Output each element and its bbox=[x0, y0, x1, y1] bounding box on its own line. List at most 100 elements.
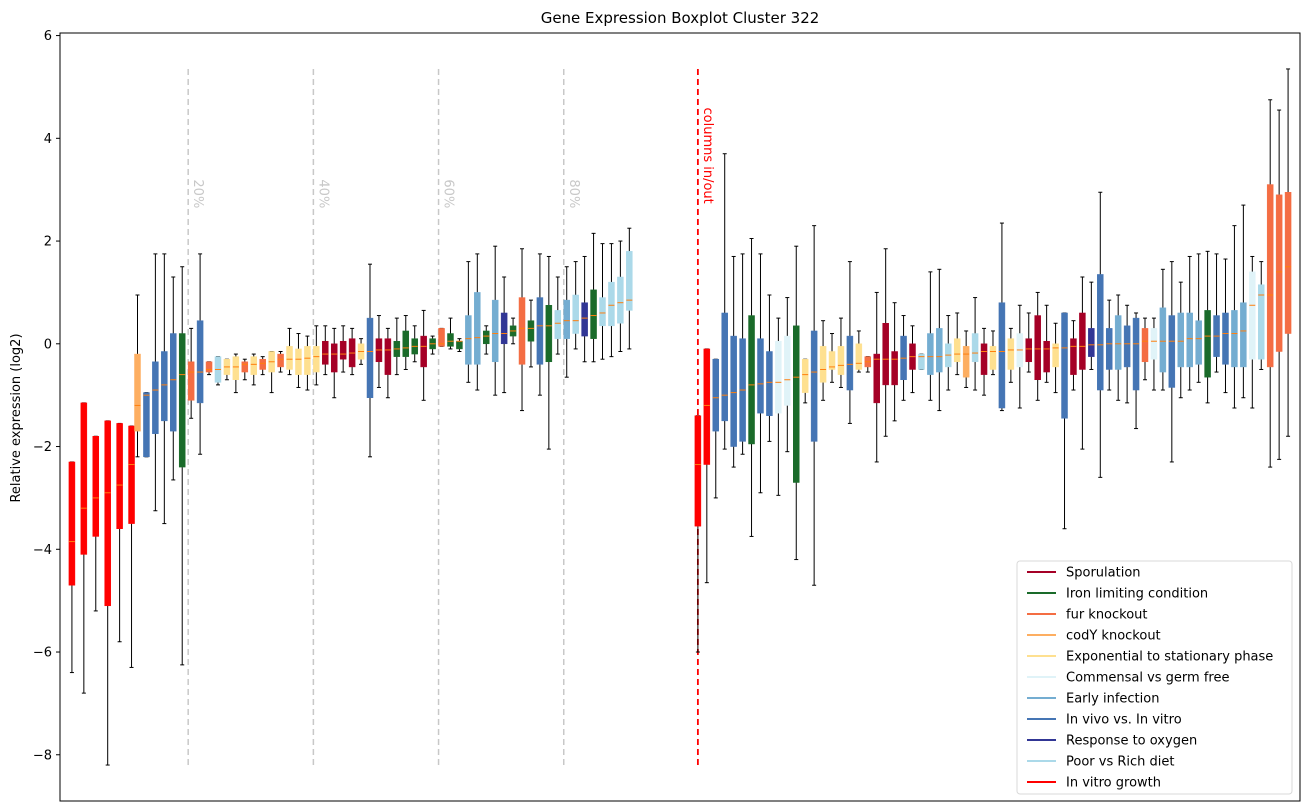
legend-label: codY knockout bbox=[1066, 629, 1161, 644]
box bbox=[581, 302, 588, 337]
box bbox=[971, 333, 979, 363]
box bbox=[366, 317, 374, 398]
box bbox=[590, 289, 597, 339]
box bbox=[1105, 328, 1113, 370]
box bbox=[161, 351, 168, 422]
y-tick-label: 2 bbox=[44, 235, 52, 250]
split-marker-label: columns in/out bbox=[700, 107, 715, 203]
legend-label: In vivo vs. In vitro bbox=[1066, 713, 1182, 728]
legend: Sporulation Iron limiting condition fur kn… bbox=[1016, 560, 1293, 795]
box bbox=[721, 312, 728, 422]
percent-marker-label: 40% bbox=[315, 179, 330, 208]
y-tick-label: −4 bbox=[33, 543, 52, 558]
reference-lines: 20% 40% 60% 80% columns in/out bbox=[187, 68, 715, 766]
box bbox=[447, 333, 454, 347]
box bbox=[170, 333, 177, 432]
box bbox=[187, 361, 195, 401]
box bbox=[855, 343, 863, 370]
box bbox=[304, 346, 311, 375]
percent-marker-label: 60% bbox=[441, 179, 456, 208]
box bbox=[456, 340, 463, 350]
box bbox=[1195, 320, 1202, 365]
box bbox=[784, 335, 791, 406]
legend-box bbox=[1016, 560, 1293, 795]
y-axis: −8 −6 −4 −2 0 2 4 6 bbox=[33, 29, 60, 763]
box bbox=[313, 346, 320, 373]
box bbox=[1070, 338, 1077, 375]
box bbox=[527, 320, 535, 342]
box bbox=[918, 353, 925, 370]
box bbox=[1007, 338, 1015, 370]
box bbox=[837, 346, 845, 375]
box bbox=[927, 333, 934, 375]
legend-label: Iron limiting condition bbox=[1066, 587, 1208, 602]
box bbox=[491, 299, 499, 363]
box bbox=[828, 351, 836, 370]
box bbox=[104, 420, 111, 607]
box bbox=[1177, 312, 1185, 368]
box bbox=[980, 343, 988, 375]
box bbox=[1258, 284, 1265, 360]
box bbox=[68, 461, 76, 586]
box bbox=[128, 425, 135, 524]
box bbox=[330, 343, 338, 373]
box bbox=[846, 335, 854, 391]
box bbox=[936, 328, 943, 373]
y-tick-label: 4 bbox=[44, 132, 52, 147]
box bbox=[1168, 315, 1176, 388]
box bbox=[730, 335, 737, 447]
box bbox=[259, 358, 266, 370]
box bbox=[232, 356, 240, 381]
box bbox=[500, 312, 508, 345]
box bbox=[1079, 312, 1086, 370]
box bbox=[757, 338, 764, 414]
box bbox=[178, 333, 186, 468]
box bbox=[1204, 310, 1211, 378]
box bbox=[438, 328, 445, 347]
box bbox=[384, 338, 392, 375]
percent-marker-label: 80% bbox=[566, 179, 581, 208]
legend-label: Exponential to stationary phase bbox=[1066, 650, 1273, 665]
box bbox=[748, 315, 755, 445]
box bbox=[1114, 315, 1122, 370]
box bbox=[134, 353, 141, 432]
box bbox=[545, 305, 553, 363]
box bbox=[465, 315, 472, 365]
box bbox=[626, 251, 633, 311]
box bbox=[80, 402, 88, 555]
box bbox=[1222, 312, 1229, 365]
box bbox=[1240, 302, 1247, 368]
box bbox=[1284, 192, 1292, 334]
box bbox=[474, 292, 481, 365]
box bbox=[250, 356, 257, 375]
box bbox=[766, 351, 773, 416]
box bbox=[1266, 184, 1274, 368]
box bbox=[572, 294, 579, 334]
box bbox=[998, 302, 1006, 409]
box bbox=[1123, 325, 1131, 368]
box bbox=[891, 351, 898, 386]
box bbox=[1025, 338, 1032, 363]
box bbox=[1159, 307, 1167, 373]
legend-label: Response to oxygen bbox=[1066, 734, 1197, 749]
box bbox=[1034, 315, 1041, 381]
box bbox=[1052, 343, 1059, 368]
box bbox=[286, 346, 293, 370]
box bbox=[810, 330, 818, 442]
box bbox=[703, 348, 711, 465]
box bbox=[608, 281, 615, 327]
box bbox=[775, 340, 782, 414]
percent-marker-label: 20% bbox=[190, 179, 205, 208]
chart-title: Gene Expression Boxplot Cluster 322 bbox=[541, 9, 820, 27]
box bbox=[1150, 328, 1158, 360]
box bbox=[1132, 317, 1140, 391]
box bbox=[322, 340, 329, 365]
box bbox=[873, 353, 880, 404]
legend-label: Commensal vs germ free bbox=[1066, 671, 1229, 686]
box bbox=[420, 335, 427, 368]
box bbox=[554, 310, 562, 339]
box bbox=[1275, 194, 1283, 352]
box bbox=[1249, 271, 1256, 360]
box bbox=[1043, 340, 1050, 373]
